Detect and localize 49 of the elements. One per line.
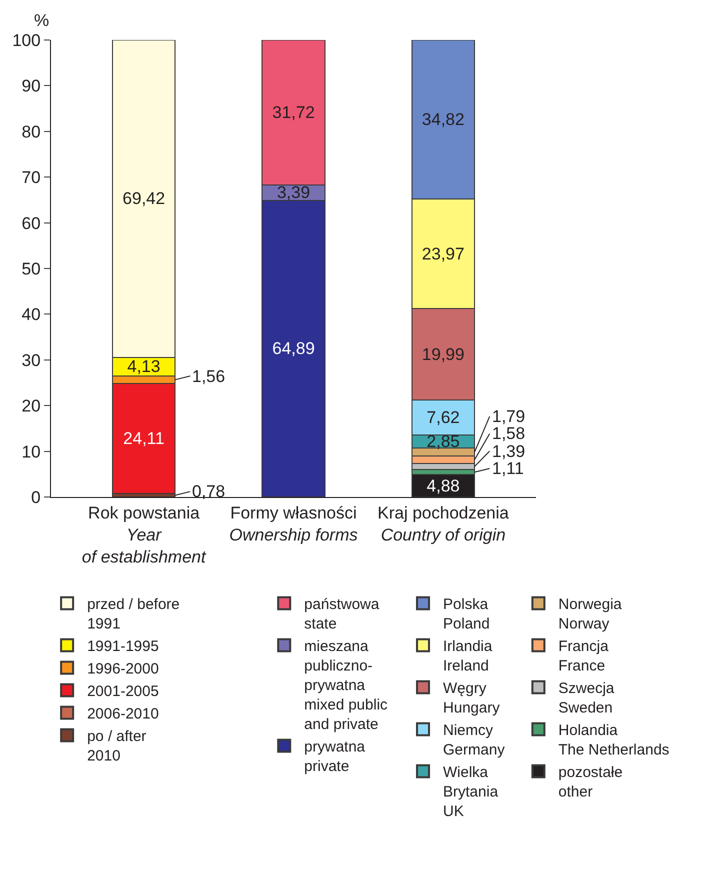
y-tick-label: 80: [22, 122, 41, 142]
legend-label: Francja France: [558, 638, 610, 675]
y-tick-label: 0: [31, 488, 41, 507]
y-tick-label: 100: [12, 30, 41, 50]
y-tick-label: 10: [22, 442, 41, 462]
data-label: 0,78: [192, 482, 226, 501]
legend-label: Węgry Hungary: [443, 680, 500, 717]
legend-label: 1996-2000: [87, 660, 159, 678]
data-label: 1,11: [492, 459, 524, 478]
data-label: 4,13: [127, 357, 160, 376]
legend-label: prywatna private: [304, 738, 366, 776]
legend-label: Irlandia Ireland: [443, 638, 493, 675]
y-tick-label: 20: [22, 396, 41, 416]
legend-label: Norwegia Norway: [558, 596, 622, 633]
x-tick-label: Kraj pochodzenia Country of origin: [378, 503, 510, 544]
legend-label: po / after 2010: [87, 728, 146, 765]
data-label: 3,39: [276, 183, 310, 202]
legend-label: Wielka Brytania UK: [443, 764, 499, 820]
x-tick-label: Formy własności Ownership forms: [229, 503, 358, 544]
data-label: 24,11: [123, 428, 164, 448]
data-label: 1,79: [492, 407, 526, 426]
y-tick-label: 40: [22, 305, 41, 324]
y-tick-label: 90: [22, 76, 41, 96]
data-label: 4,88: [426, 476, 460, 496]
legend-label: pozostałe other: [558, 764, 623, 801]
data-label: 1,58: [492, 424, 526, 443]
data-label: 69,42: [122, 189, 166, 208]
data-label: 7,62: [426, 408, 460, 427]
data-label: 1,39: [492, 442, 526, 461]
y-tick-label: 50: [22, 259, 41, 278]
data-label: 23,97: [422, 244, 464, 264]
legend-label: Szwecja Sweden: [558, 680, 615, 717]
y-tick-label: 60: [22, 214, 41, 233]
legend-label: Niemcy Germany: [443, 722, 506, 759]
data-label: 1,56: [192, 367, 226, 386]
y-tick-label: 30: [22, 350, 41, 370]
data-label: 19,99: [422, 344, 464, 364]
legend-label: przed / before 1991: [87, 596, 180, 633]
x-tick-label: Rok powstania Year of establishment: [82, 503, 207, 567]
legend-label: 2006-2010: [87, 706, 159, 723]
legend-label: 1991-1995: [87, 638, 159, 656]
data-label: 64,89: [272, 339, 315, 358]
y-tick-label: 70: [22, 168, 41, 188]
data-label: 34,82: [422, 110, 464, 130]
data-label: 31,72: [272, 102, 315, 122]
y-axis-title: %: [34, 11, 50, 30]
legend-label: Polska Poland: [443, 596, 490, 633]
data-label: 2,85: [426, 432, 460, 451]
legend-label: 2001-2005: [87, 683, 159, 700]
